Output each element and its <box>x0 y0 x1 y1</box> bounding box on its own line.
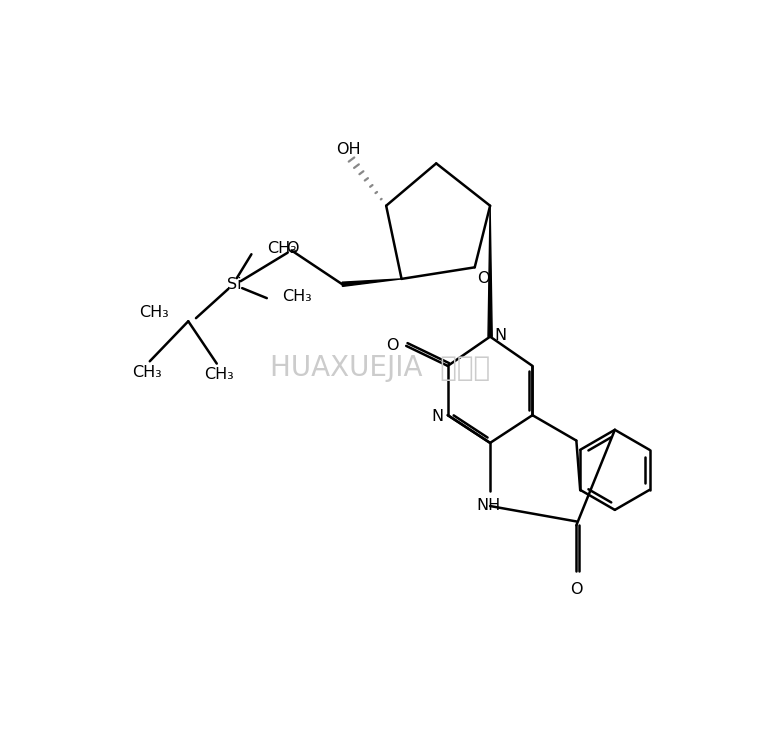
Text: CH₃: CH₃ <box>267 241 296 256</box>
Text: O: O <box>286 241 299 256</box>
Text: Si: Si <box>227 277 241 292</box>
Text: N: N <box>431 409 443 424</box>
Text: HUAXUEJIA  化学加: HUAXUEJIA 化学加 <box>270 354 490 382</box>
Text: OH: OH <box>336 142 361 157</box>
Text: O: O <box>477 271 490 286</box>
Text: O: O <box>386 338 399 353</box>
Polygon shape <box>342 279 402 287</box>
Text: CH₃: CH₃ <box>139 305 169 320</box>
Text: CH₃: CH₃ <box>282 289 312 304</box>
Text: CH₃: CH₃ <box>132 365 161 380</box>
Text: NH: NH <box>477 498 500 513</box>
Text: CH₃: CH₃ <box>204 367 234 382</box>
Text: O: O <box>570 581 583 596</box>
Polygon shape <box>488 206 492 337</box>
Text: N: N <box>495 328 507 343</box>
